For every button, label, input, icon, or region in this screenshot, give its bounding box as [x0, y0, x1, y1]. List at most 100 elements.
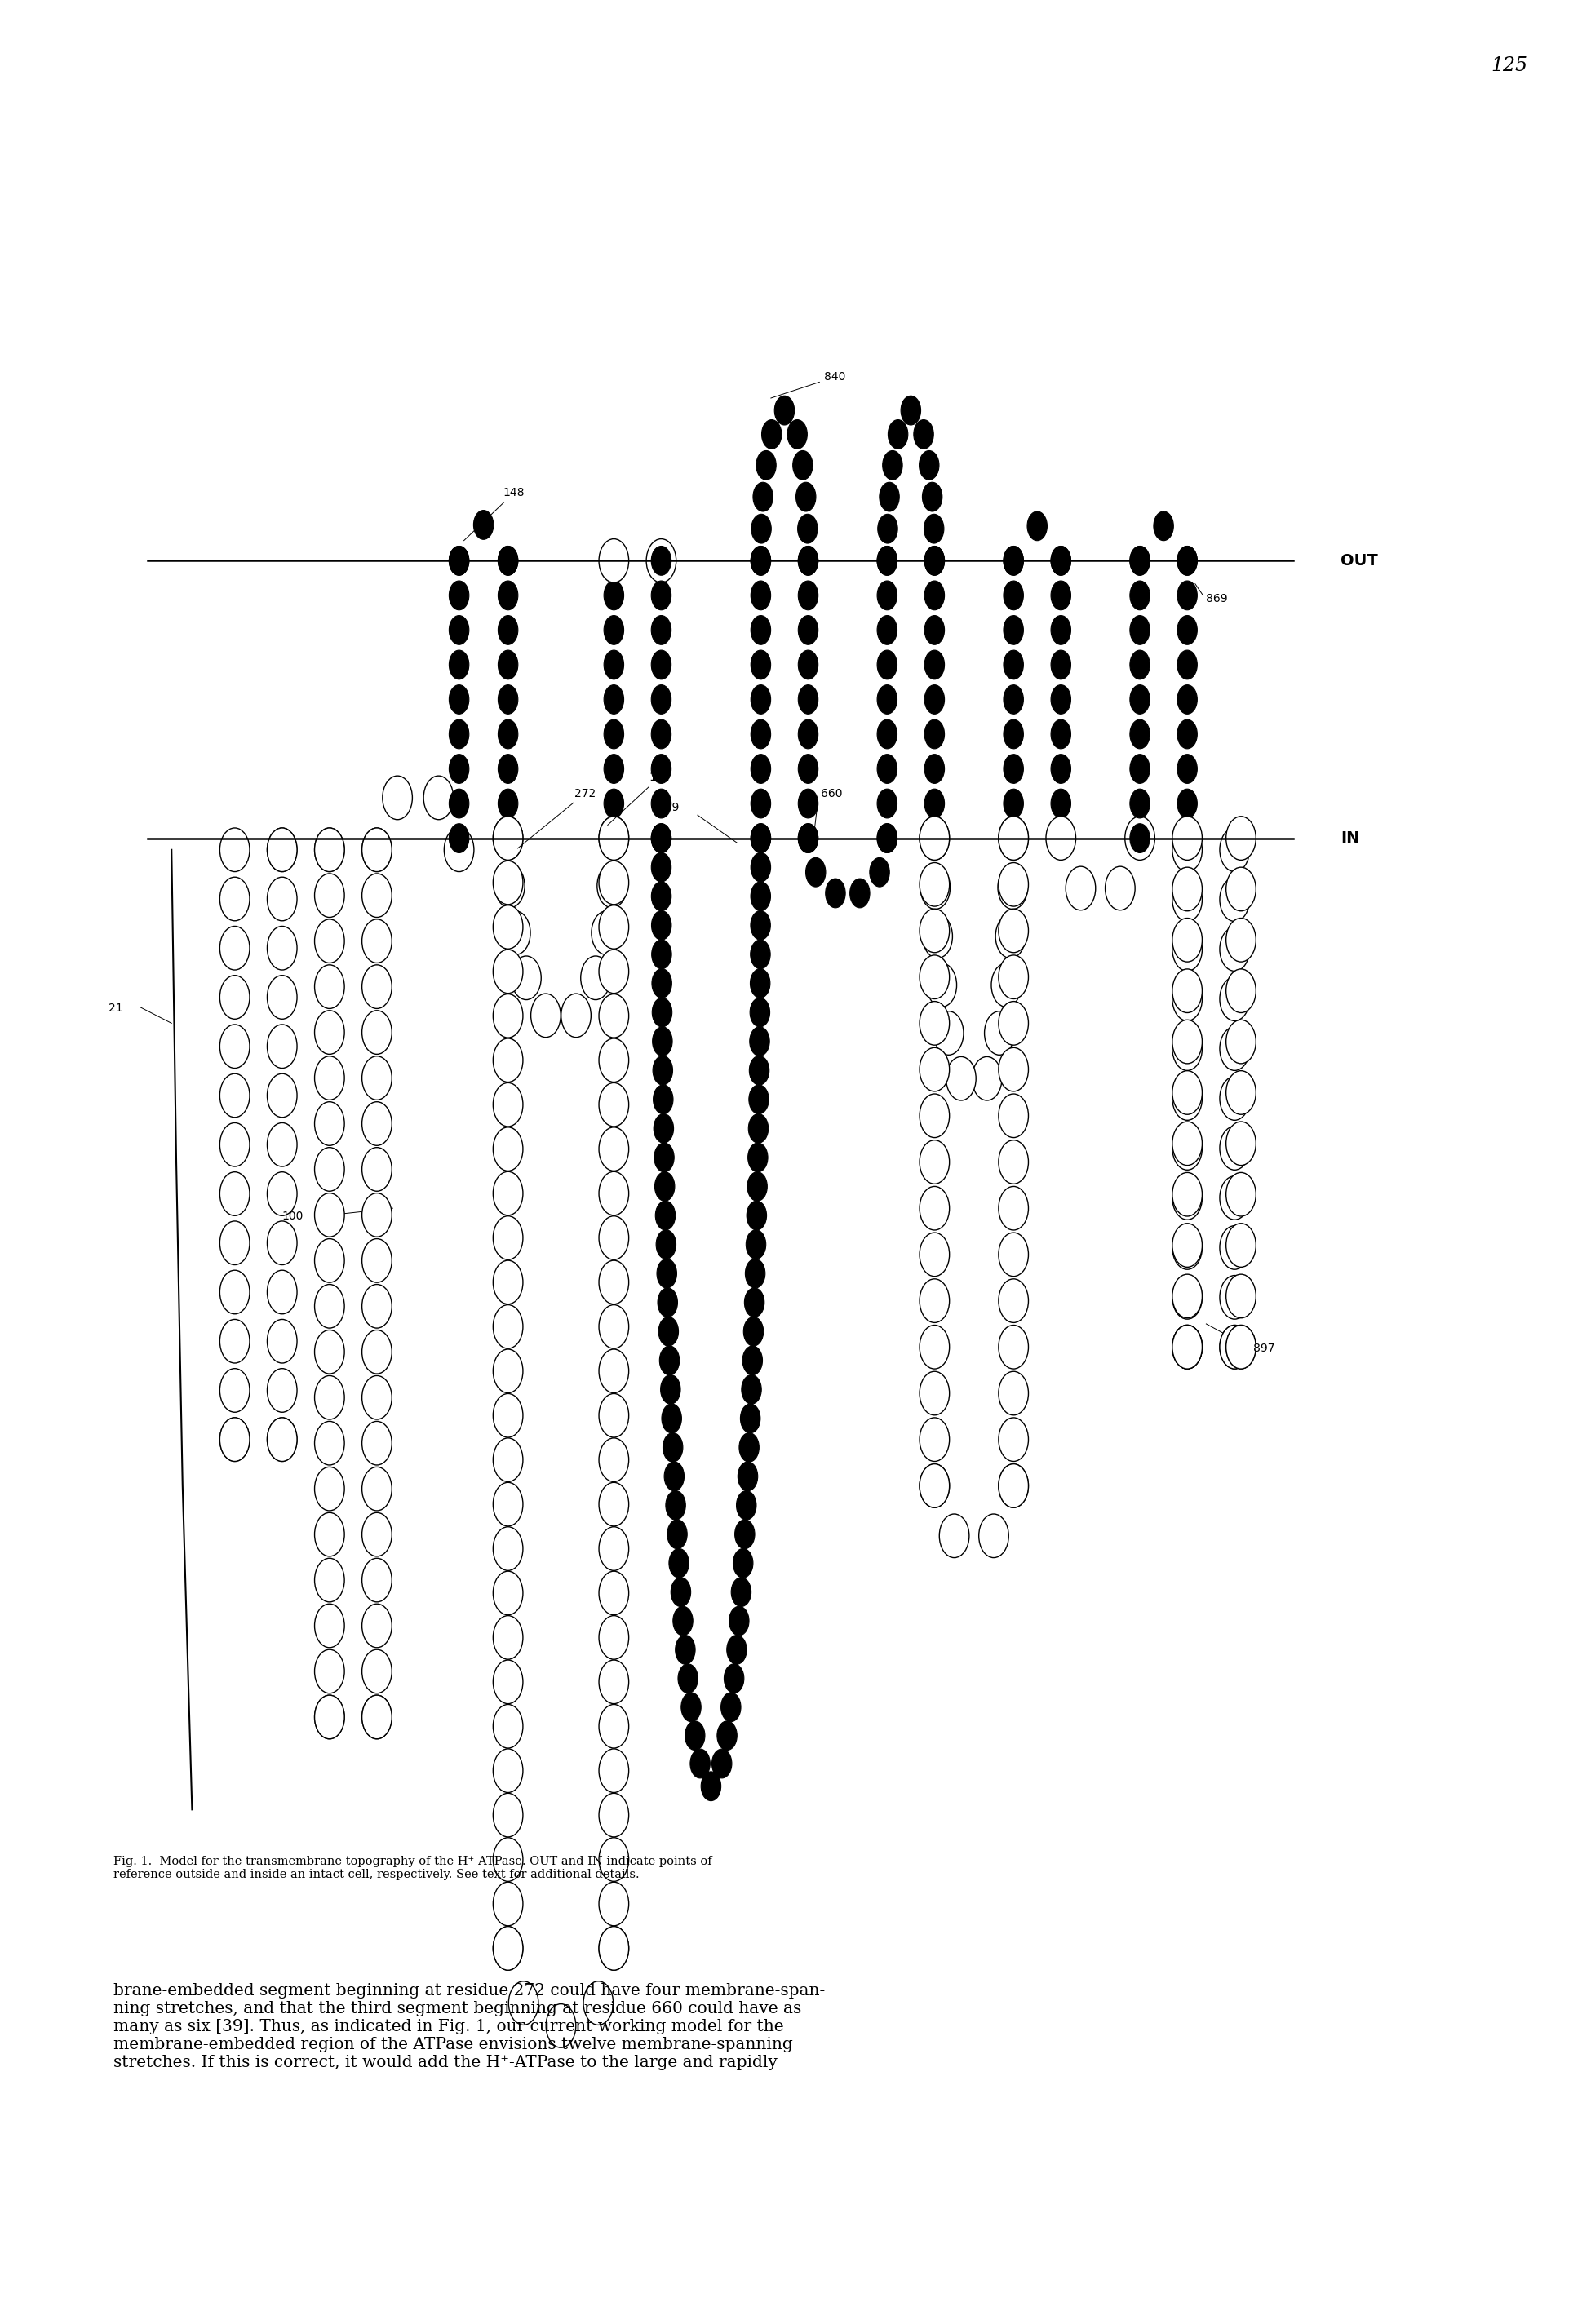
Ellipse shape — [1125, 816, 1155, 860]
Ellipse shape — [718, 1722, 737, 1750]
Ellipse shape — [598, 1483, 628, 1527]
Ellipse shape — [315, 1102, 344, 1146]
Ellipse shape — [605, 616, 624, 644]
Ellipse shape — [651, 823, 671, 853]
Text: Fig. 1.  Model for the transmembrane topography of the H⁺-ATPase. OUT and IN ind: Fig. 1. Model for the transmembrane topo… — [113, 1857, 711, 1880]
Ellipse shape — [991, 962, 1021, 1006]
Ellipse shape — [605, 788, 624, 818]
Ellipse shape — [493, 1215, 523, 1260]
Ellipse shape — [1227, 1020, 1255, 1064]
Ellipse shape — [724, 1664, 745, 1694]
Ellipse shape — [999, 1278, 1028, 1322]
Ellipse shape — [788, 421, 807, 449]
Ellipse shape — [1173, 1027, 1203, 1071]
Ellipse shape — [652, 1027, 673, 1055]
Ellipse shape — [1220, 1027, 1249, 1071]
Ellipse shape — [474, 511, 493, 539]
Ellipse shape — [598, 539, 628, 583]
Ellipse shape — [920, 1002, 950, 1046]
Ellipse shape — [315, 1650, 344, 1694]
Ellipse shape — [799, 823, 818, 853]
Ellipse shape — [877, 720, 897, 748]
Ellipse shape — [740, 1404, 760, 1434]
Ellipse shape — [749, 1027, 770, 1055]
Ellipse shape — [493, 1483, 523, 1527]
Ellipse shape — [493, 1615, 523, 1659]
Ellipse shape — [751, 755, 770, 783]
Ellipse shape — [1227, 1071, 1255, 1116]
Ellipse shape — [449, 720, 469, 748]
Ellipse shape — [449, 616, 469, 644]
Ellipse shape — [657, 1260, 676, 1287]
Ellipse shape — [1177, 581, 1196, 609]
Ellipse shape — [1227, 1122, 1255, 1164]
Ellipse shape — [729, 1606, 749, 1636]
Ellipse shape — [1173, 1071, 1203, 1116]
Ellipse shape — [999, 816, 1028, 860]
Ellipse shape — [797, 514, 818, 544]
Ellipse shape — [924, 514, 943, 544]
Ellipse shape — [363, 1604, 391, 1648]
Ellipse shape — [1004, 788, 1023, 818]
Ellipse shape — [671, 1578, 690, 1606]
Ellipse shape — [1177, 616, 1196, 644]
Ellipse shape — [1004, 546, 1023, 576]
Ellipse shape — [756, 451, 776, 479]
Ellipse shape — [799, 546, 818, 576]
Ellipse shape — [1173, 1325, 1203, 1369]
Ellipse shape — [1052, 720, 1071, 748]
Ellipse shape — [584, 1982, 613, 2024]
Ellipse shape — [598, 1083, 628, 1127]
Ellipse shape — [690, 1750, 710, 1778]
Ellipse shape — [924, 581, 945, 609]
Ellipse shape — [562, 995, 590, 1037]
Ellipse shape — [598, 951, 628, 992]
Ellipse shape — [1106, 867, 1134, 911]
Ellipse shape — [1173, 816, 1203, 860]
Ellipse shape — [651, 686, 671, 713]
Ellipse shape — [733, 1548, 753, 1578]
Ellipse shape — [1220, 1325, 1249, 1369]
Ellipse shape — [651, 546, 671, 576]
Ellipse shape — [598, 1794, 628, 1836]
Ellipse shape — [498, 546, 519, 576]
Ellipse shape — [799, 546, 818, 576]
Ellipse shape — [985, 1011, 1015, 1055]
Ellipse shape — [220, 1074, 250, 1118]
Ellipse shape — [721, 1692, 741, 1722]
Ellipse shape — [799, 651, 818, 679]
Ellipse shape — [498, 720, 519, 748]
Ellipse shape — [598, 1527, 628, 1571]
Ellipse shape — [267, 827, 298, 872]
Ellipse shape — [877, 546, 897, 576]
Ellipse shape — [924, 823, 945, 853]
Ellipse shape — [1130, 720, 1150, 748]
Ellipse shape — [605, 581, 624, 609]
Ellipse shape — [1177, 755, 1196, 783]
Ellipse shape — [1220, 1176, 1249, 1220]
Ellipse shape — [877, 823, 897, 853]
Ellipse shape — [598, 1659, 628, 1703]
Ellipse shape — [449, 546, 469, 576]
Ellipse shape — [665, 1490, 686, 1520]
Ellipse shape — [999, 862, 1028, 906]
Ellipse shape — [493, 1304, 523, 1348]
Ellipse shape — [598, 1615, 628, 1659]
Ellipse shape — [660, 1376, 681, 1404]
Ellipse shape — [546, 2003, 576, 2047]
Ellipse shape — [999, 909, 1028, 953]
Ellipse shape — [493, 1527, 523, 1571]
Ellipse shape — [531, 995, 560, 1037]
Ellipse shape — [267, 1320, 298, 1364]
Ellipse shape — [493, 951, 523, 992]
Ellipse shape — [449, 686, 469, 713]
Ellipse shape — [652, 969, 671, 997]
Ellipse shape — [493, 1171, 523, 1215]
Ellipse shape — [315, 1376, 344, 1420]
Ellipse shape — [1052, 546, 1071, 576]
Ellipse shape — [315, 1604, 344, 1648]
Ellipse shape — [1173, 1325, 1203, 1369]
Ellipse shape — [598, 1304, 628, 1348]
Ellipse shape — [654, 1143, 675, 1171]
Ellipse shape — [675, 1636, 695, 1664]
